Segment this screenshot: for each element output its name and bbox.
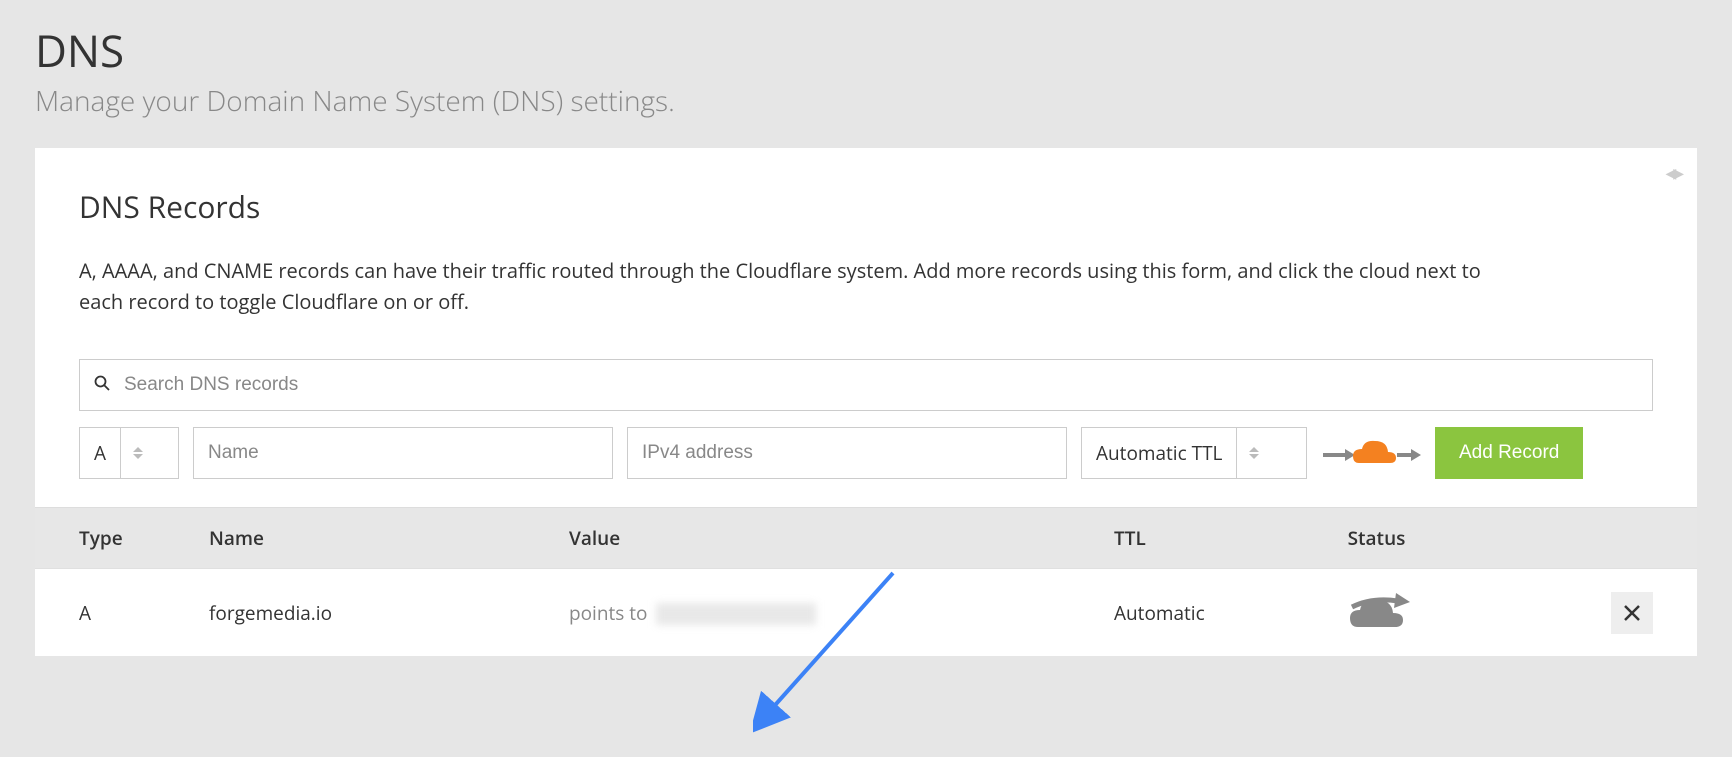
delete-button[interactable] <box>1611 592 1653 634</box>
card-description: A, AAAA, and CNAME records can have thei… <box>79 255 1499 317</box>
records-table: Type Name Value TTL Status A forgemedia.… <box>35 507 1697 656</box>
type-select[interactable]: A <box>79 427 179 479</box>
ttl-select-value: Automatic TTL <box>1082 428 1236 478</box>
cell-value[interactable]: points to <box>569 600 1114 626</box>
col-header-type: Type <box>79 525 209 551</box>
cell-status[interactable] <box>1304 593 1449 633</box>
name-input[interactable] <box>193 427 613 479</box>
cell-type[interactable]: A <box>79 600 209 626</box>
col-header-ttl: TTL <box>1114 525 1304 551</box>
add-record-form: A Automatic TTL Add Record <box>79 427 1653 479</box>
redacted-value <box>656 603 816 625</box>
proxy-toggle[interactable] <box>1321 433 1421 473</box>
dns-records-card: ◀▶ DNS Records A, AAAA, and CNAME record… <box>35 148 1697 656</box>
col-header-status: Status <box>1304 525 1449 551</box>
table-row: A forgemedia.io points to Automatic <box>35 568 1697 656</box>
page-title: DNS <box>35 20 1697 80</box>
cloud-bypass-icon <box>1342 593 1412 633</box>
col-header-name: Name <box>209 525 569 551</box>
table-header: Type Name Value TTL Status <box>35 508 1697 568</box>
stepper-icon <box>1236 428 1270 478</box>
search-box[interactable] <box>79 359 1653 411</box>
cloud-proxied-icon <box>1321 433 1421 473</box>
type-select-value: A <box>80 428 120 478</box>
value-prefix: points to <box>569 600 652 626</box>
col-header-value: Value <box>569 525 1114 551</box>
ttl-select[interactable]: Automatic TTL <box>1081 427 1307 479</box>
api-icon[interactable]: ◀▶ <box>1665 164 1681 183</box>
search-input[interactable] <box>124 374 1638 396</box>
stepper-icon <box>120 428 154 478</box>
search-icon <box>94 374 110 396</box>
page-subtitle: Manage your Domain Name System (DNS) set… <box>35 82 1697 120</box>
add-record-button[interactable]: Add Record <box>1435 427 1583 479</box>
close-icon <box>1624 605 1640 621</box>
card-title: DNS Records <box>79 186 1653 227</box>
value-input[interactable] <box>627 427 1067 479</box>
cell-ttl[interactable]: Automatic <box>1114 600 1304 626</box>
cell-name[interactable]: forgemedia.io <box>209 600 569 626</box>
